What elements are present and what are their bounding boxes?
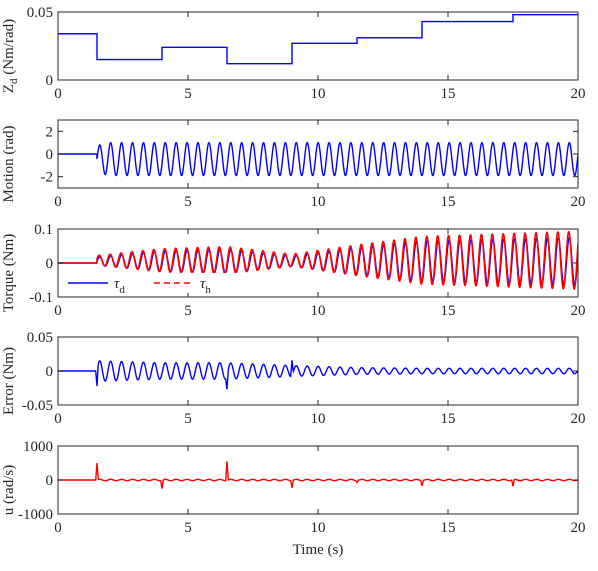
y-tick-label: 0 <box>46 73 54 89</box>
x-tick-label: 20 <box>571 303 586 319</box>
x-tick-label: 5 <box>184 411 192 427</box>
y-tick-label: -0.1 <box>29 290 53 306</box>
y-axis-label: Zd (Nm/rad) <box>1 19 20 93</box>
x-tick-label: 20 <box>571 520 586 536</box>
x-tick-label: 5 <box>184 520 192 536</box>
legend-label-1: τd <box>114 276 125 296</box>
x-tick-label: 15 <box>441 411 456 427</box>
x-tick-label: 10 <box>311 303 326 319</box>
axes-box <box>57 119 579 189</box>
series-line-3-2 <box>58 230 578 291</box>
x-tick-label: 0 <box>54 194 62 210</box>
y-axis-label: u (rad/s) <box>1 465 17 515</box>
x-tick-label: 5 <box>184 194 192 210</box>
x-tick-label: 15 <box>441 520 456 536</box>
legend: τd τh <box>64 273 254 296</box>
x-tick-label: 0 <box>54 86 62 102</box>
x-tick-label: 15 <box>441 86 456 102</box>
y-axis-label: Motion (rad) <box>1 125 17 202</box>
y-tick-label: -2 <box>41 170 54 186</box>
y-axis-label: Torque (Nm) <box>1 234 17 313</box>
y-tick-label: 2 <box>46 124 54 140</box>
y-tick-label: 0 <box>46 147 54 163</box>
x-tick-label: 15 <box>441 194 456 210</box>
series-line-2-1 <box>58 141 578 177</box>
x-tick-label: 5 <box>184 303 192 319</box>
y-tick-label: 0 <box>46 364 54 380</box>
x-tick-label: 20 <box>571 411 586 427</box>
x-tick-label: 10 <box>311 194 326 210</box>
series-line-5-1 <box>58 461 578 489</box>
x-tick-label: 5 <box>184 86 192 102</box>
x-tick-label: 20 <box>571 194 586 210</box>
x-tick-label: 0 <box>54 303 62 319</box>
y-tick-label: 0 <box>46 473 54 489</box>
y-tick-label: 0.1 <box>34 222 53 238</box>
x-tick-label: 0 <box>54 520 62 536</box>
x-tick-label: 0 <box>54 411 62 427</box>
x-tick-label: 10 <box>311 86 326 102</box>
series-line-4-1 <box>58 360 578 390</box>
y-tick-label: 0.05 <box>27 5 53 21</box>
y-tick-label: -1000 <box>18 507 53 523</box>
y-tick-label: 0.05 <box>27 330 53 346</box>
y-axis-label: Error (Nm) <box>1 347 17 415</box>
x-tick-label: 10 <box>311 411 326 427</box>
series-line-1-1 <box>58 14 578 65</box>
x-tick-label: 15 <box>441 303 456 319</box>
x-tick-label: 20 <box>571 86 586 102</box>
legend-label-2: τh <box>200 276 211 296</box>
y-tick-label: 0 <box>46 256 54 272</box>
y-tick-label: 1000 <box>23 439 53 455</box>
chart-panel-1: 0 5 10 15 20 0 0.05 Zd (Nm/rad) <box>1 5 586 102</box>
axes-box <box>57 336 579 406</box>
y-tick-label: -0.05 <box>22 398 53 414</box>
x-axis-label: Time (s) <box>293 542 344 558</box>
x-tick-label: 10 <box>311 520 326 536</box>
